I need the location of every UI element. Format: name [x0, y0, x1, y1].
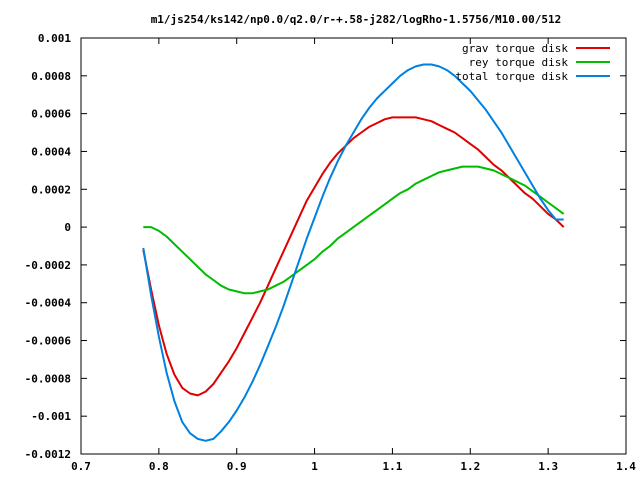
y-tick-label: -0.0008 [25, 372, 71, 385]
legend-label-2: rey torque disk [469, 56, 569, 69]
x-tick-label: 0.9 [227, 460, 247, 473]
legend-label-3: total torque disk [455, 70, 568, 83]
series-line-2 [143, 165, 565, 295]
x-tick-label: 1 [311, 460, 318, 473]
y-tick-label: -0.0004 [25, 297, 72, 310]
series-lines [142, 63, 565, 442]
x-tick-label: 1.2 [460, 460, 480, 473]
y-tick-label: -0.001 [31, 410, 71, 423]
series-line-1 [142, 116, 565, 397]
y-tick-label: -0.0006 [25, 335, 72, 348]
x-tick-label: 0.8 [149, 460, 169, 473]
plot-frame [80, 37, 627, 455]
legend-label-1: grav torque disk [462, 42, 568, 55]
x-tick-label: 0.7 [71, 460, 91, 473]
y-tick-label: 0.001 [38, 32, 71, 45]
y-tick-label: 0 [64, 221, 71, 234]
x-tick-label: 1.1 [382, 460, 402, 473]
y-tick-label: 0.0002 [31, 183, 71, 196]
x-tick-label: 1.4 [616, 460, 636, 473]
axis-ticks: 0.7 0.8 0.9 1 1.1 1.2 1.3 1.4 -0.0012 -0.001 -0.00… [25, 32, 637, 473]
y-tick-label: -0.0012 [25, 448, 71, 461]
x-tick-label: 1.3 [538, 460, 558, 473]
series-line-3 [142, 63, 564, 442]
y-tick-label: -0.0002 [25, 259, 71, 272]
chart-title: m1/js254/ks142/np0.0/q2.0/r-+.58-j282/lo… [151, 13, 562, 26]
y-tick-label: 0.0008 [31, 70, 71, 83]
y-tick-label: 0.0004 [31, 145, 71, 158]
y-tick-label: 0.0006 [31, 108, 71, 121]
